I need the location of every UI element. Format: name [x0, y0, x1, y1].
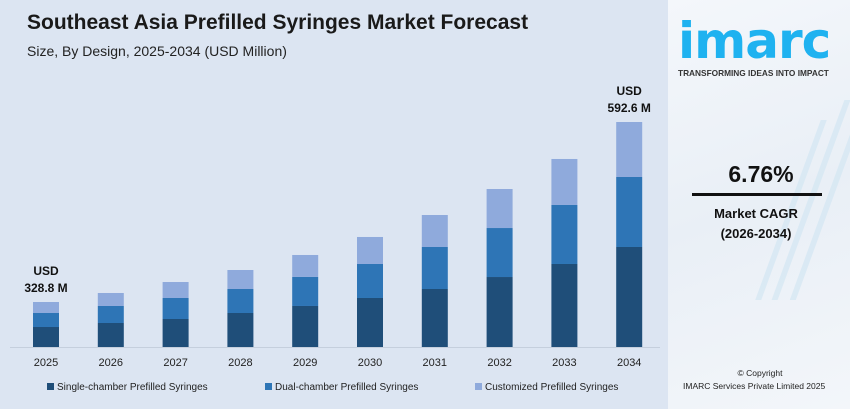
bar-chart: 2025 2026 2027 2028 2029 2030 2031 2032 2033 2034… [10, 84, 660, 393]
annotation-usd: USD [33, 264, 59, 278]
bar-2034-series-2 [616, 122, 643, 177]
bar-2025-series-0 [33, 327, 59, 347]
tagline: TRANSFORMING IDEAS INTO IMPACT [678, 68, 829, 78]
chart-panel: Southeast Asia Prefilled Syringes Market… [0, 0, 668, 409]
bar-2033-series-0 [551, 263, 578, 347]
legend-swatch [47, 383, 54, 390]
bar-2028-series-1 [227, 288, 254, 313]
bar-2030-series-0 [357, 297, 383, 347]
cagr-value: 6.76% [728, 161, 794, 187]
bar-2026-series-0 [97, 322, 124, 347]
bar-2027-series-0 [162, 318, 189, 347]
bar-2027-series-2 [162, 282, 189, 298]
x-tick-label: 2034 [617, 357, 641, 369]
bar-2031-series-1 [421, 246, 448, 290]
x-tick-label: 2026 [99, 357, 123, 369]
x-tick-label: 2032 [487, 357, 511, 369]
bar-2033-series-2 [551, 158, 578, 205]
bar-2031-series-0 [421, 289, 448, 347]
bar-2032-series-0 [486, 277, 513, 347]
bar-2030-series-2 [357, 236, 383, 264]
bar-2033-series-1 [551, 204, 578, 264]
cagr-period: (2026-2034) [720, 226, 792, 241]
x-tick-label: 2029 [293, 357, 317, 369]
bar-2034-series-1 [616, 176, 643, 247]
bar-2030-series-1 [357, 263, 383, 298]
bar-2027-series-1 [162, 297, 189, 319]
bar-2032-series-1 [486, 228, 513, 278]
annotation-value: 328.8 M [24, 281, 67, 295]
bar-2025-series-1 [33, 313, 59, 328]
imarc-logo: imarc [678, 12, 831, 70]
bar-2031-series-2 [421, 215, 448, 247]
bar-2025-series-2 [33, 302, 59, 314]
bar-2034-series-0 [616, 246, 643, 347]
legend-label: Customized Prefilled Syringes [485, 382, 618, 393]
bar-2029-series-2 [292, 254, 319, 277]
company: IMARC Services Private Limited 2025 [683, 381, 826, 391]
annotation-usd: USD [617, 84, 643, 98]
chart-subtitle: Size, By Design, 2025-2034 (USD Million) [27, 43, 287, 59]
x-tick-label: 2027 [163, 357, 187, 369]
legend-label: Single-chamber Prefilled Syringes [57, 382, 208, 393]
legend-swatch [265, 383, 272, 390]
annotation-value: 592.6 M [608, 101, 651, 115]
bar-2032-series-2 [486, 189, 513, 229]
bar-2028-series-2 [227, 270, 254, 289]
legend-label: Dual-chamber Prefilled Syringes [275, 382, 418, 393]
x-tick-label: 2033 [552, 357, 576, 369]
x-tick-label: 2025 [34, 357, 58, 369]
legend-swatch [475, 383, 482, 390]
chart-title: Southeast Asia Prefilled Syringes Market… [27, 11, 529, 34]
bar-2026-series-2 [97, 292, 124, 306]
bar-2026-series-1 [97, 305, 124, 323]
x-tick-label: 2030 [358, 357, 382, 369]
bar-2029-series-0 [292, 305, 319, 347]
cagr-label: Market CAGR [714, 206, 798, 221]
x-tick-label: 2028 [228, 357, 252, 369]
copyright: © Copyright [737, 368, 783, 378]
side-panel: imarc TRANSFORMING IDEAS INTO IMPACT 6.7… [668, 0, 850, 409]
x-tick-label: 2031 [423, 357, 447, 369]
bar-2028-series-0 [227, 312, 254, 347]
bar-2029-series-1 [292, 276, 319, 306]
cagr-divider [692, 193, 822, 196]
